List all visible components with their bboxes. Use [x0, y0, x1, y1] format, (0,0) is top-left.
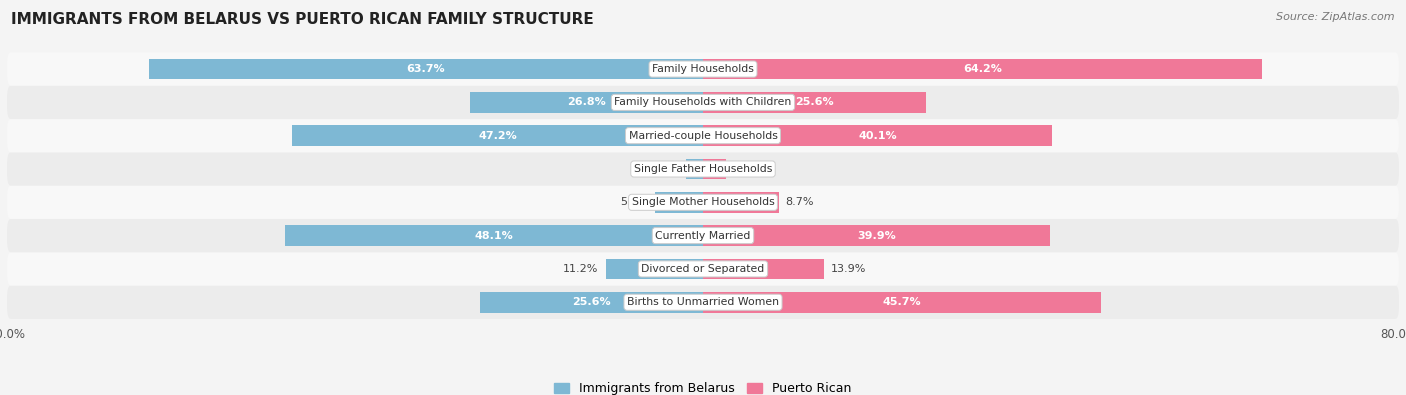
Legend: Immigrants from Belarus, Puerto Rican: Immigrants from Belarus, Puerto Rican — [554, 382, 852, 395]
Bar — [703, 225, 1050, 246]
Text: 25.6%: 25.6% — [572, 297, 612, 307]
Text: Married-couple Households: Married-couple Households — [628, 131, 778, 141]
Bar — [686, 159, 703, 179]
Text: 1.9%: 1.9% — [651, 164, 679, 174]
Text: Single Father Households: Single Father Households — [634, 164, 772, 174]
Text: 8.7%: 8.7% — [786, 198, 814, 207]
Text: 64.2%: 64.2% — [963, 64, 1001, 74]
Text: 48.1%: 48.1% — [474, 231, 513, 241]
FancyBboxPatch shape — [7, 152, 1399, 186]
Text: 2.6%: 2.6% — [733, 164, 761, 174]
Text: 39.9%: 39.9% — [858, 231, 896, 241]
FancyBboxPatch shape — [7, 219, 1399, 252]
Bar — [703, 259, 824, 279]
Text: Divorced or Separated: Divorced or Separated — [641, 264, 765, 274]
Text: IMMIGRANTS FROM BELARUS VS PUERTO RICAN FAMILY STRUCTURE: IMMIGRANTS FROM BELARUS VS PUERTO RICAN … — [11, 12, 593, 27]
Bar — [703, 159, 725, 179]
Bar — [703, 125, 1052, 146]
Bar — [292, 125, 703, 146]
Text: 26.8%: 26.8% — [567, 97, 606, 107]
Text: 13.9%: 13.9% — [831, 264, 866, 274]
Text: Family Households with Children: Family Households with Children — [614, 97, 792, 107]
Bar — [703, 292, 1101, 312]
Text: 47.2%: 47.2% — [478, 131, 517, 141]
Bar — [703, 192, 779, 213]
Bar — [470, 92, 703, 113]
FancyBboxPatch shape — [7, 286, 1399, 319]
Text: 25.6%: 25.6% — [794, 97, 834, 107]
Text: 11.2%: 11.2% — [564, 264, 599, 274]
Text: 45.7%: 45.7% — [883, 297, 921, 307]
Bar — [481, 292, 703, 312]
Text: Family Households: Family Households — [652, 64, 754, 74]
FancyBboxPatch shape — [7, 86, 1399, 119]
Bar — [606, 259, 703, 279]
Bar — [703, 59, 1261, 79]
Text: Currently Married: Currently Married — [655, 231, 751, 241]
Text: 5.5%: 5.5% — [620, 198, 648, 207]
Bar — [284, 225, 703, 246]
Text: 40.1%: 40.1% — [858, 131, 897, 141]
Bar — [149, 59, 703, 79]
Bar — [703, 92, 925, 113]
FancyBboxPatch shape — [7, 119, 1399, 152]
Text: Source: ZipAtlas.com: Source: ZipAtlas.com — [1277, 12, 1395, 22]
Text: Births to Unmarried Women: Births to Unmarried Women — [627, 297, 779, 307]
FancyBboxPatch shape — [7, 53, 1399, 86]
FancyBboxPatch shape — [7, 186, 1399, 219]
FancyBboxPatch shape — [7, 252, 1399, 286]
Text: Single Mother Households: Single Mother Households — [631, 198, 775, 207]
Bar — [655, 192, 703, 213]
Text: 63.7%: 63.7% — [406, 64, 446, 74]
